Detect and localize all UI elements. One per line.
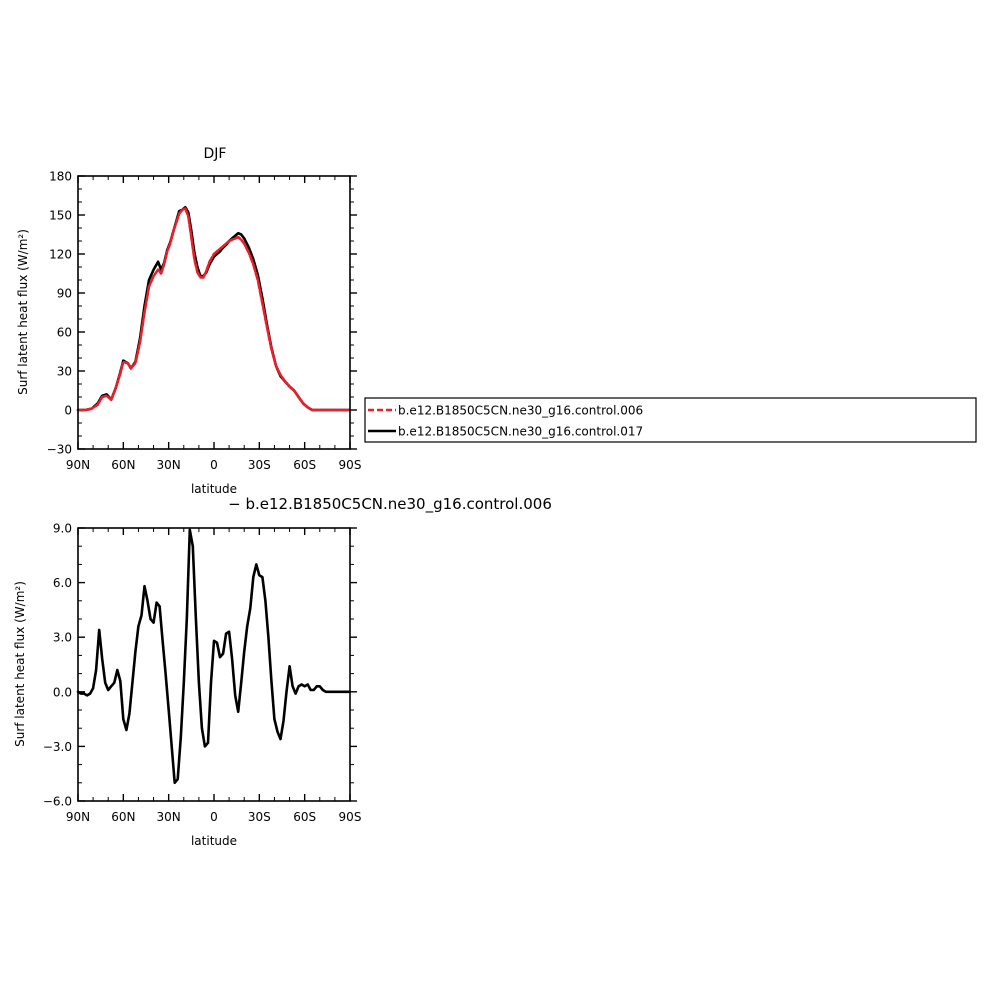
- bottom-plot-frame: [77, 527, 351, 802]
- bottom-series-group: [76, 528, 352, 785]
- bottom-panel: − b.e12.B1850C5CN.ne30_g16.control.006 9…: [13, 495, 552, 848]
- bottom-y-tick-label: 0.0: [53, 685, 72, 699]
- top-x-tick-label: 30N: [157, 458, 181, 472]
- bottom-x-tick-label: 60N: [111, 810, 135, 824]
- bottom-x-tick-label: 60S: [293, 810, 316, 824]
- top-x-tick-label: 90N: [66, 458, 90, 472]
- top-x-axis-label: latitude: [191, 482, 237, 496]
- top-chart-title: DJF: [204, 146, 227, 162]
- bottom-y-tick-label: 3.0: [53, 631, 72, 645]
- top-panel: DJF 90N 60N 30N 0 30S 60S 90S 180 150 120 90 60 30 0 −…: [16, 146, 361, 496]
- top-y-tick-label: 30: [57, 365, 72, 379]
- bottom-x-tick-label: 90S: [339, 810, 362, 824]
- top-x-tick-label: 90S: [339, 458, 362, 472]
- legend-label-series-017: b.e12.B1850C5CN.ne30_g16.control.017: [398, 425, 643, 439]
- bottom-x-tick-label: 90N: [66, 810, 90, 824]
- bottom-y-axis-label: Surf latent heat flux (W/m²): [13, 581, 27, 747]
- top-y-tick-label: 90: [57, 287, 72, 301]
- top-x-tick-label: 60N: [111, 458, 135, 472]
- top-y-tick-label: −30: [47, 443, 72, 457]
- bottom-x-tick-label: 0: [210, 810, 218, 824]
- legend: b.e12.B1850C5CN.ne30_g16.control.006 b.e…: [364, 397, 977, 443]
- bottom-y-tick-label: 6.0: [53, 576, 72, 590]
- top-y-axis-label: Surf latent heat flux (W/m²): [16, 229, 30, 395]
- bottom-y-tick-label: 9.0: [53, 522, 72, 536]
- legend-box: [364, 397, 977, 443]
- top-plot-frame: [77, 175, 351, 450]
- bottom-axis-ticks: 90N 60N 30N 0 30S 60S 90S 9.0 6.0 3.0 0.0 −3.0 −6.0: [43, 522, 362, 825]
- bottom-x-tick-label: 30S: [248, 810, 271, 824]
- bottom-series-line-0: [76, 528, 352, 785]
- legend-label-series-006: b.e12.B1850C5CN.ne30_g16.control.006: [398, 404, 643, 418]
- top-y-tick-label: 120: [49, 248, 72, 262]
- top-y-tick-label: 180: [49, 170, 72, 184]
- top-y-tick-label: 150: [49, 209, 72, 223]
- top-x-tick-label: 0: [210, 458, 218, 472]
- bottom-x-axis-label: latitude: [191, 834, 237, 848]
- top-series-group: [76, 205, 352, 412]
- top-x-tick-label: 30S: [248, 458, 271, 472]
- bottom-x-tick-label: 30N: [157, 810, 181, 824]
- bottom-y-tick-label: −6.0: [43, 795, 72, 809]
- top-x-tick-label: 60S: [293, 458, 316, 472]
- top-y-tick-label: 60: [57, 326, 72, 340]
- top-axis-ticks: 90N 60N 30N 0 30S 60S 90S 180 150 120 90 60 30 0 −30: [47, 170, 362, 473]
- top-y-tick-label: 0: [64, 404, 72, 418]
- top-series-line-0: [76, 207, 352, 412]
- bottom-chart-title: − b.e12.B1850C5CN.ne30_g16.control.006: [228, 495, 552, 514]
- bottom-y-tick-label: −3.0: [43, 740, 72, 754]
